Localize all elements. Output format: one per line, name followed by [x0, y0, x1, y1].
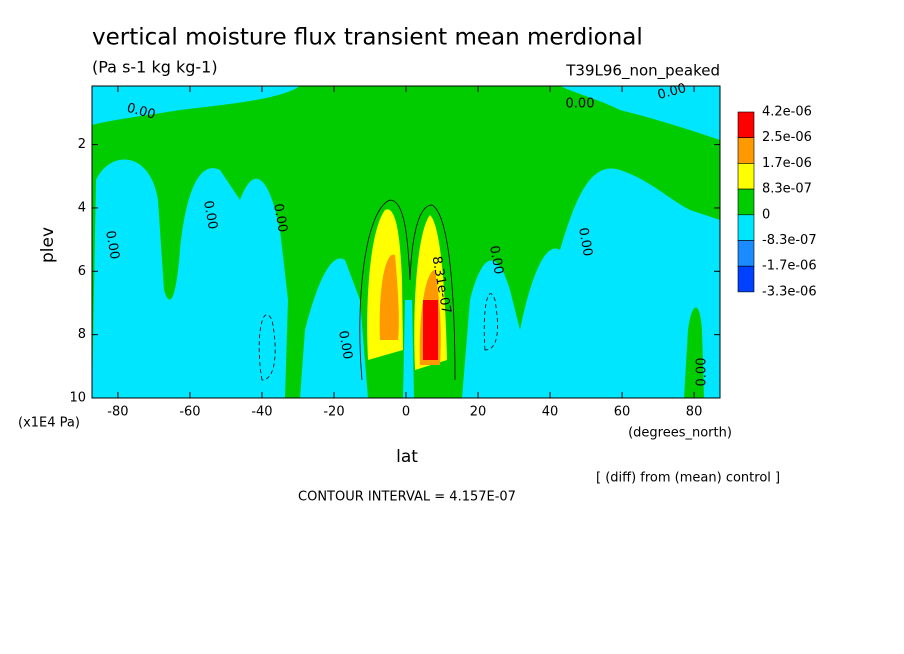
region — [462, 168, 720, 398]
region — [300, 258, 368, 398]
region — [423, 300, 438, 360]
contour-label: 0.00 — [335, 329, 355, 360]
x-axis-label: lat — [396, 447, 418, 467]
contour-label: 0.00 — [575, 226, 595, 257]
y-tick-label: 10 — [69, 391, 86, 406]
contour-label: 0.00 — [270, 202, 290, 233]
x-tick-label: -80 — [107, 405, 128, 420]
colorbar-swatch — [737, 214, 755, 241]
region — [560, 86, 720, 140]
contour-label: 0.00 — [486, 244, 506, 275]
annotation: CONTOUR INTERVAL = 4.157E-07 — [298, 490, 516, 505]
dataset-label: T39L96_non_peaked — [565, 62, 720, 81]
contour-line — [359, 199, 456, 381]
colorbar-label: 2.5e-06 — [762, 130, 812, 145]
contour-label: 0.00 — [125, 101, 157, 123]
x-tick-label: 60 — [614, 405, 631, 420]
chart-subtitle: (Pa s-1 kg kg-1) — [92, 58, 218, 77]
x-tick-label: -20 — [323, 405, 344, 420]
y-tick-label: 4 — [78, 200, 86, 215]
colorbar-label: -3.3e-06 — [762, 284, 817, 299]
x-tick-label: -40 — [251, 405, 272, 420]
y-tick-label: 8 — [78, 327, 86, 342]
contour-line — [483, 293, 498, 351]
contour-label: 0.00 — [656, 81, 688, 103]
x-axis-units: (degrees_north) — [628, 426, 732, 441]
colorbar-label: -1.7e-06 — [762, 259, 817, 274]
colorbar-label: 0 — [762, 207, 770, 222]
y-axis-units: (x1E4 Pa) — [18, 416, 80, 431]
contour-label: 0.00 — [695, 358, 710, 387]
region — [92, 86, 300, 125]
y-tick-label: 6 — [78, 264, 86, 279]
contour-label: 0.00 — [102, 229, 122, 260]
x-tick-label: 0 — [402, 405, 410, 420]
y-tick-label: 2 — [78, 137, 86, 152]
contour-field — [92, 86, 720, 398]
x-tick-label: -60 — [179, 405, 200, 420]
colorbar-label: 1.7e-06 — [762, 156, 812, 171]
colorbar-swatch — [737, 163, 755, 190]
colorbar-swatch — [737, 111, 755, 139]
region — [403, 300, 414, 398]
contour-line — [258, 314, 276, 381]
colorbar-label: 4.2e-06 — [762, 105, 812, 120]
region — [379, 254, 399, 340]
colorbar-swatch — [737, 265, 755, 293]
annotation: [ (diff) from (mean) control ] — [596, 471, 780, 486]
x-tick-label: 80 — [686, 405, 703, 420]
contour-label: 0.00 — [200, 199, 220, 230]
x-tick-label: 40 — [542, 405, 559, 420]
x-tick-label: 20 — [470, 405, 487, 420]
y-axis-label: plev — [38, 227, 58, 263]
region — [684, 307, 704, 398]
colorbar-swatch — [737, 188, 755, 216]
region — [92, 159, 288, 398]
colorbar-swatch — [737, 137, 755, 164]
colorbar-label: -8.3e-07 — [762, 233, 817, 248]
contour-label: 0.00 — [566, 97, 595, 112]
colorbar-label: 8.3e-07 — [762, 182, 812, 197]
colorbar-swatch — [737, 240, 755, 267]
chart-title: vertical moisture flux transient mean me… — [92, 25, 643, 51]
